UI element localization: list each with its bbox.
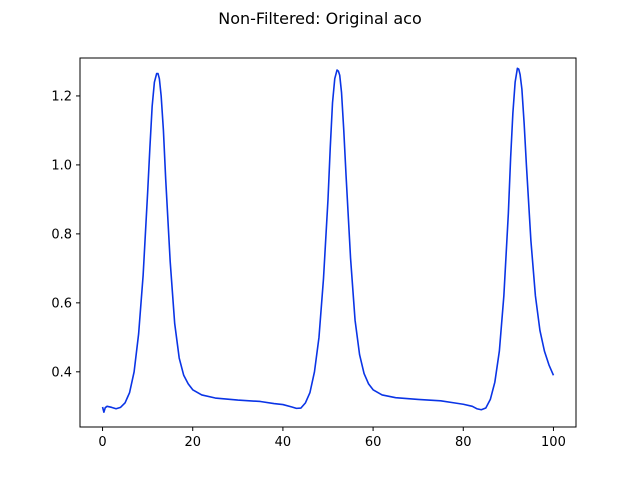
x-tick-label: 20 [184,435,201,450]
y-tick-label: 1.0 [51,158,72,173]
series-layer [101,67,555,413]
x-tick-label: 80 [455,435,472,450]
plot-area [79,57,577,428]
y-axis: 0.4 0.6 0.8 1.0 1.2 [51,89,80,380]
x-tick-label: 40 [275,435,292,450]
chart-title: Non-Filtered: Original aco [218,9,422,28]
series-line-0 [101,67,555,413]
x-axis: 0 20 40 60 80 100 [98,427,566,450]
y-tick-label: 0.6 [51,296,72,311]
y-tick-label: 0.8 [51,227,72,242]
x-tick-label: 0 [98,435,106,450]
y-tick-label: 1.2 [51,89,72,104]
x-tick-label: 60 [365,435,382,450]
x-tick-label: 100 [541,435,566,450]
y-tick-label: 0.4 [51,365,72,380]
